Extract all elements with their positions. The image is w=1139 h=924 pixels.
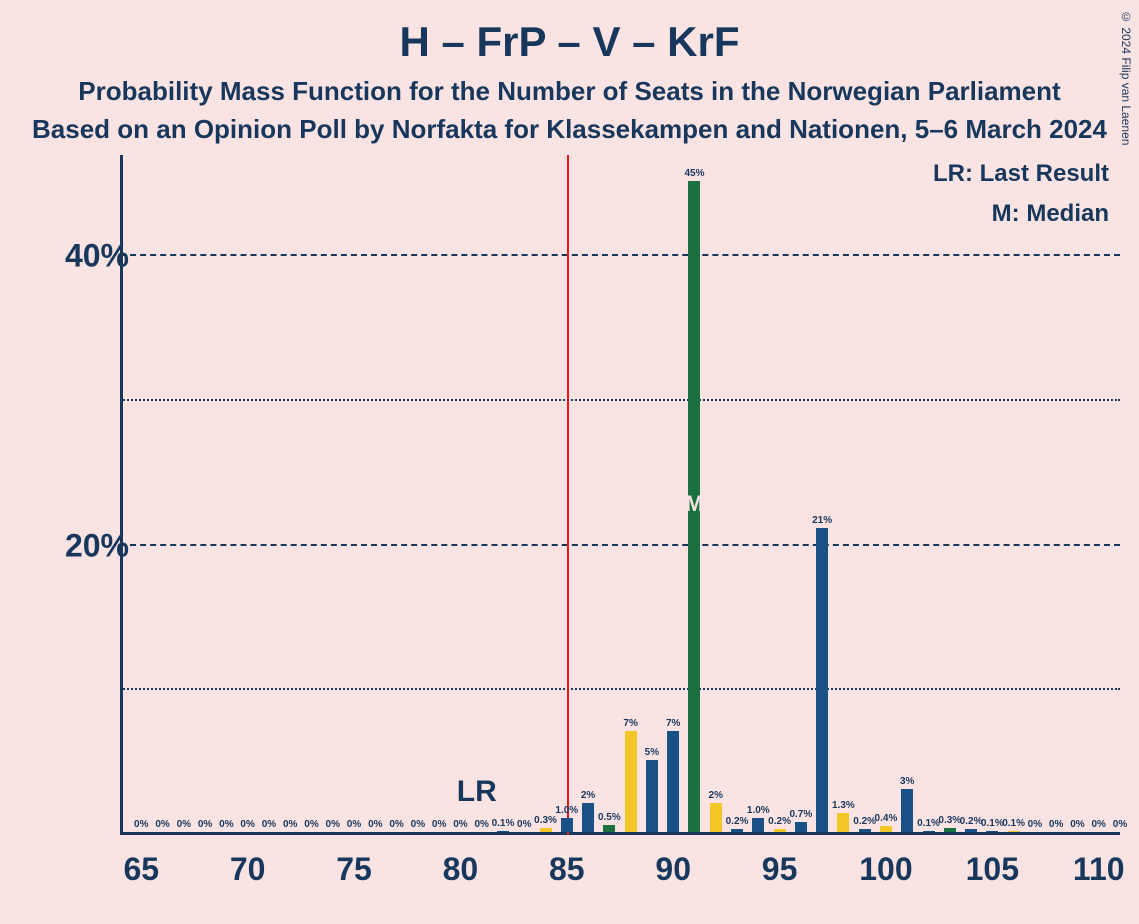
x-tick-label: 110 — [1073, 851, 1125, 888]
y-tick-label: 20% — [65, 527, 129, 564]
x-tick-label: 105 — [966, 851, 1019, 888]
bar-label: 0.7% — [789, 809, 812, 820]
bar-label: 2% — [709, 790, 723, 801]
bar-label: 0% — [155, 819, 169, 830]
bar-label: 45% — [684, 168, 704, 179]
bar-label: 0% — [134, 819, 148, 830]
bar — [923, 831, 935, 832]
bar-label: 0.2% — [853, 816, 876, 827]
bar-label: 0% — [283, 819, 297, 830]
grid-major — [120, 544, 1120, 546]
bar-label: 0% — [411, 819, 425, 830]
grid-minor — [120, 688, 1120, 690]
lr-label: LR — [457, 775, 497, 809]
x-tick-label: 90 — [655, 851, 691, 888]
bar-label: 1.0% — [555, 805, 578, 816]
bar-label: 2% — [581, 790, 595, 801]
bar — [625, 731, 637, 832]
bar — [774, 829, 786, 832]
bar-label: 0% — [474, 819, 488, 830]
bar-label: 21% — [812, 515, 832, 526]
bar-label: 1.3% — [832, 800, 855, 811]
bar — [1008, 831, 1020, 832]
x-tick-label: 100 — [859, 851, 912, 888]
bar — [710, 803, 722, 832]
y-tick-label: 40% — [65, 238, 129, 275]
bar-label: 5% — [645, 747, 659, 758]
bar-label: 0.3% — [534, 815, 557, 826]
bar-label: 0.1% — [981, 818, 1004, 829]
bar-label: 7% — [666, 718, 680, 729]
chart-container: H – FrP – V – KrF Probability Mass Funct… — [0, 0, 1139, 924]
bar-label: 0% — [1028, 819, 1042, 830]
bar-label: 0.3% — [938, 815, 961, 826]
chart-title: H – FrP – V – KrF — [0, 18, 1139, 66]
bar-label: 0.2% — [768, 816, 791, 827]
bar-label: 0% — [1049, 819, 1063, 830]
bar — [880, 826, 892, 832]
bar — [561, 818, 573, 832]
bar — [795, 822, 807, 832]
bar-label: 0% — [198, 819, 212, 830]
bar-label: 0% — [219, 819, 233, 830]
median-marker: M — [685, 491, 703, 517]
bar-label: 0.2% — [726, 816, 749, 827]
bar — [497, 831, 509, 832]
plot-area: 0%0%0%0%0%0%0%0%0%0%0%0%0%0%0%0%0%0.1%0%… — [120, 155, 1120, 835]
x-tick-label: 80 — [443, 851, 479, 888]
bar-label: 0% — [240, 819, 254, 830]
x-tick-label: 65 — [123, 851, 159, 888]
bar-label: 0% — [368, 819, 382, 830]
bar — [986, 831, 998, 832]
bar-label: 0% — [304, 819, 318, 830]
copyright-text: © 2024 Filip van Laenen — [1119, 10, 1133, 145]
bar-label: 0.5% — [598, 812, 621, 823]
bar-label: 0.1% — [917, 818, 940, 829]
bar-label: 0.2% — [960, 816, 983, 827]
bar-label: 0% — [1091, 819, 1105, 830]
bar-label: 0% — [326, 819, 340, 830]
x-tick-label: 75 — [336, 851, 372, 888]
bar — [837, 813, 849, 832]
grid-major — [120, 254, 1120, 256]
bar-label: 0% — [453, 819, 467, 830]
bar-label: 1.0% — [747, 805, 770, 816]
chart-subtitle-2: Based on an Opinion Poll by Norfakta for… — [0, 114, 1139, 145]
x-tick-label: 85 — [549, 851, 585, 888]
bar — [965, 829, 977, 832]
bar-label: 0.1% — [492, 818, 515, 829]
bar — [752, 818, 764, 832]
chart-subtitle-1: Probability Mass Function for the Number… — [0, 76, 1139, 107]
bar-label: 0% — [432, 819, 446, 830]
bar — [816, 528, 828, 832]
lr-marker-line — [567, 155, 569, 835]
x-tick-label: 70 — [230, 851, 266, 888]
bar — [646, 760, 658, 832]
bar-label: 0% — [177, 819, 191, 830]
bar — [540, 828, 552, 832]
bar-label: 0% — [347, 819, 361, 830]
bar — [944, 828, 956, 832]
x-tick-label: 95 — [762, 851, 798, 888]
grid-minor — [120, 399, 1120, 401]
bar — [859, 829, 871, 832]
bar-label: 0% — [262, 819, 276, 830]
bar-label: 0% — [517, 819, 531, 830]
bar-label: 7% — [623, 718, 637, 729]
bar-label: 0.4% — [875, 813, 898, 824]
bar — [603, 825, 615, 832]
bar — [731, 829, 743, 832]
x-axis — [120, 832, 1120, 835]
bar — [582, 803, 594, 832]
bar — [901, 789, 913, 832]
bar-label: 3% — [900, 776, 914, 787]
bar-label: 0.1% — [1002, 818, 1025, 829]
bar — [667, 731, 679, 832]
bar-label: 0% — [1113, 819, 1127, 830]
bar-label: 0% — [1070, 819, 1084, 830]
bar-label: 0% — [389, 819, 403, 830]
